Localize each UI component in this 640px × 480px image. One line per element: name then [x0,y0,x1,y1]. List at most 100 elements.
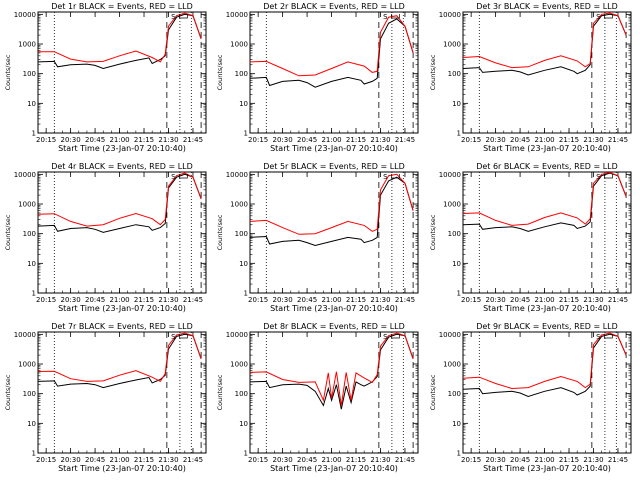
y-axis-label: Counts/sec [4,214,12,250]
y-tick-label: 10000 [226,11,248,19]
x-tick-label: 20:45 [85,136,105,144]
y-tick-label: 1000 [443,201,461,209]
events-series-line [37,173,202,233]
lld-series-line [462,171,627,226]
y-axis-label: Counts/sec [216,54,224,90]
x-tick-label: 21:30 [370,296,390,304]
y-tick-label: 1000 [443,361,461,369]
y-tick-label: 100 [235,70,248,78]
x-tick-label: 20:30 [61,456,81,464]
x-tick-label: 21:45 [395,456,415,464]
y-tick-label: 10000 [14,171,36,179]
panel-title: Det 8r BLACK = Events, RED = LLD [263,322,405,331]
x-axis-label: Start Time (23-Jan-07 20:10:40) [58,144,186,153]
x-tick-label: 20:15 [36,136,56,144]
annotation-bracket [179,14,188,19]
events-series-line [249,176,414,247]
y-tick-label: 10 [239,100,248,108]
lld-series-line [37,332,202,383]
x-tick-label: 21:00 [321,456,341,464]
y-tick-label: 10000 [14,11,36,19]
x-tick-label: 21:00 [534,296,554,304]
x-tick-label: 20:45 [85,296,105,304]
x-tick-label: 20:30 [273,296,293,304]
x-tick-label: 21:00 [321,296,341,304]
y-tick-label: 1 [32,450,36,458]
x-tick-label: 21:15 [346,136,366,144]
y-tick-label: 10 [239,260,248,268]
y-tick-label: 1 [457,450,461,458]
x-tick-label: 20:30 [273,456,293,464]
y-tick-label: 1 [244,290,248,298]
x-tick-label: 21:45 [395,136,415,144]
x-tick-label: 21:00 [534,456,554,464]
x-tick-label: 21:15 [559,296,579,304]
panel-title: Det 5r BLACK = Events, RED = LLD [263,162,405,171]
y-tick-label: 10 [452,100,461,108]
panel-annotation: S [171,333,176,341]
lld-series-line [462,332,627,390]
y-tick-label: 10 [27,420,36,428]
y-tick-label: 1000 [18,41,36,49]
y-tick-label: 1 [244,130,248,138]
lld-series-line [37,172,202,227]
x-tick-label: 20:30 [486,136,506,144]
lld-series-line [38,12,202,63]
lld-series-line [249,332,414,406]
events-series-line [462,333,627,398]
x-tick-label: 21:45 [395,296,415,304]
y-tick-label: 10000 [226,171,248,179]
y-tick-label: 100 [23,390,36,398]
x-tick-label: 20:15 [461,456,481,464]
y-axis-label: Counts/sec [429,374,437,410]
x-tick-label: 21:45 [183,296,203,304]
x-tick-label: 21:15 [559,136,579,144]
x-tick-label: 21:00 [109,296,129,304]
x-tick-label: 21:00 [321,136,341,144]
panel-annotation: S [596,173,601,181]
x-axis-label: Start Time (23-Jan-07 20:10:40) [483,304,611,313]
panel-det-2: Det 2r BLACK = Events, RED = LLD 1 10 100 10… [216,2,419,153]
annotation-bracket [604,334,613,339]
x-tick-label: 21:30 [158,456,178,464]
lld-series-line [462,12,627,69]
panel-annotation: S [171,173,176,181]
panel-det-1: Det 1r BLACK = Events, RED = LLD 1 10 100 10… [4,2,207,153]
x-tick-label: 20:45 [510,296,530,304]
x-tick-label: 21:45 [183,456,203,464]
panel-annotation: S [383,173,388,181]
x-tick-label: 20:45 [297,456,317,464]
x-tick-label: 20:45 [85,456,105,464]
plot-frame [249,11,419,134]
x-tick-label: 20:30 [486,296,506,304]
panel-annotation: S [171,13,176,21]
annotation-bracket [179,334,188,339]
y-tick-label: 1000 [443,41,461,49]
x-tick-label: 20:45 [510,136,530,144]
y-tick-label: 1000 [18,361,36,369]
panel-title: Det 2r BLACK = Events, RED = LLD [263,2,405,11]
y-tick-label: 10 [452,420,461,428]
annotation-bracket [179,174,188,179]
x-tick-label: 21:45 [183,136,203,144]
x-tick-label: 21:30 [370,456,390,464]
x-tick-label: 21:15 [134,456,154,464]
y-tick-label: 100 [448,70,461,78]
panel-title: Det 4r BLACK = Events, RED = LLD [51,162,193,171]
panel-det-7: Det 7r BLACK = Events, RED = LLD 1 10 100 10… [4,322,207,473]
x-tick-label: 20:15 [248,136,268,144]
x-tick-label: 21:45 [608,456,628,464]
panel-det-3: Det 3r BLACK = Events, RED = LLD 1 10 100 10… [429,2,632,153]
x-tick-label: 21:00 [109,136,129,144]
x-tick-label: 21:30 [158,296,178,304]
x-tick-label: 21:15 [134,296,154,304]
x-tick-label: 21:30 [583,136,603,144]
events-series-line [249,333,414,410]
events-series-line [462,172,627,232]
plot-frame [462,11,632,134]
plot-frame [462,331,632,454]
y-tick-label: 10000 [226,331,248,339]
x-tick-label: 21:45 [608,296,628,304]
y-tick-label: 1 [457,130,461,138]
